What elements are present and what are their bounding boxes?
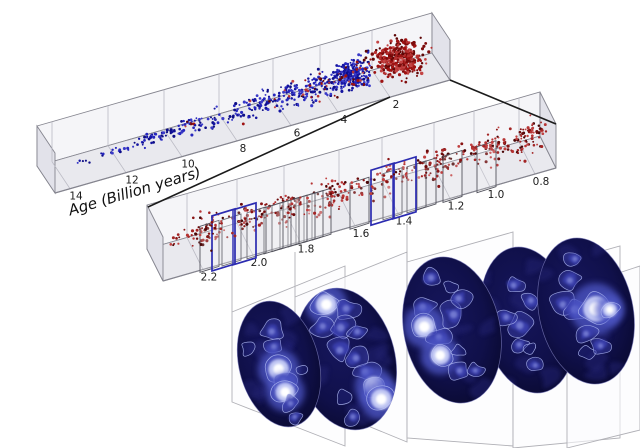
slice-marker-gray — [263, 201, 284, 255]
density-slice — [295, 283, 403, 431]
density-slice — [535, 235, 635, 385]
tick-label: 1.8 — [298, 244, 315, 256]
tick-label: 2.0 — [251, 257, 268, 269]
slice-markers — [199, 140, 497, 273]
redshift-scatter-points — [172, 114, 547, 252]
tick-label: 10 — [181, 159, 194, 171]
density-maps — [236, 235, 635, 431]
redshift-zoom-slab: 2.2 2.0 1.8 1.6 1.4 1.2 1.0 0.8 — [146, 91, 557, 283]
slice-marker-gray — [349, 176, 370, 230]
slice-marker-gray — [295, 192, 316, 246]
callout-line — [147, 96, 391, 208]
zoom-callout-lines — [147, 79, 557, 208]
tick-label: 2 — [393, 99, 400, 111]
tick-label: 6 — [294, 127, 301, 139]
density-slice — [402, 256, 502, 404]
slice-marker-gray — [303, 189, 324, 244]
density-slice — [236, 300, 322, 428]
slice-marker-blue — [392, 155, 417, 221]
slice-marker-blue — [370, 162, 395, 227]
tick-label: 8 — [240, 143, 247, 155]
callout-line — [449, 79, 557, 125]
tick-label: 14 — [69, 191, 83, 203]
slice-marker-blue — [211, 207, 236, 273]
tick-label: 2.2 — [201, 271, 218, 283]
tick-label: 1.0 — [488, 189, 505, 201]
slice-marker-gray — [442, 149, 463, 204]
tick-label: 1.4 — [396, 215, 413, 227]
tick-label: 12 — [125, 175, 138, 187]
tick-label: 4 — [341, 114, 348, 126]
slice-marker-gray — [279, 196, 300, 250]
slice-marker-gray — [287, 194, 308, 248]
timeline-scatter-points — [76, 33, 433, 164]
tick-label: 1.2 — [448, 200, 465, 212]
slice-marker-gray — [476, 140, 497, 194]
tick-label: 1.6 — [353, 228, 370, 240]
tick-label: 0.8 — [533, 176, 550, 188]
cosmic-timeline-slab: 14 12 10 8 6 4 2 — [36, 11, 451, 203]
